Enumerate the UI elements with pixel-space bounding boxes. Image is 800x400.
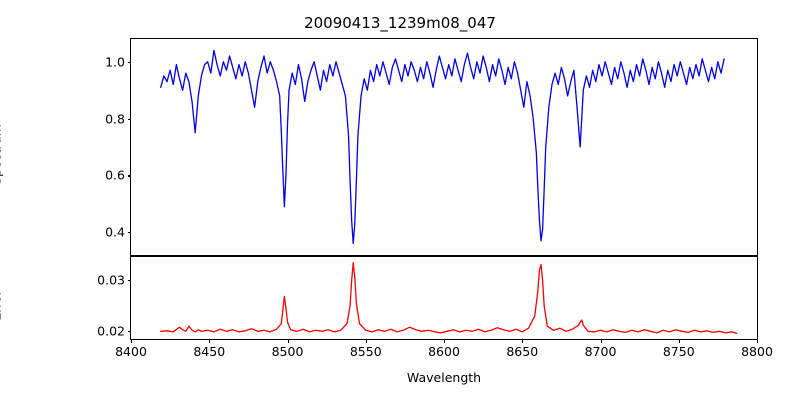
y-tick-mark [127,61,131,63]
x-tick-label: 8600 [428,344,460,359]
x-tick-mark [365,339,367,343]
x-tick-mark [522,339,524,343]
x-tick-label: 8750 [662,344,695,359]
spectrum-y-axis-label: Spectrum [0,124,4,185]
x-tick-label: 8500 [271,344,304,359]
x-tick-mark [131,339,133,343]
x-tick-label: 8550 [349,344,382,359]
y-tick-label: 0.8 [105,111,125,127]
x-axis-label: Wavelength [406,370,482,385]
x-tick-mark [287,339,289,343]
x-tick-label: 8650 [506,344,539,359]
y-tick-label: 0.02 [97,323,125,339]
y-tick-label: 0.03 [97,272,125,288]
y-tick-mark [127,331,131,333]
x-tick-mark [678,339,680,343]
x-tick-mark [444,339,446,343]
x-tick-mark [600,339,602,343]
spectrum-panel: 0.4 0.6 0.8 1.0 [105,38,759,259]
x-tick-mark [757,339,759,343]
x-tick-label: 8450 [193,344,226,359]
y-tick-label: 0.6 [105,167,125,183]
y-tick-mark [127,232,131,234]
x-tick-label: 8800 [741,344,773,359]
spectrum-line-plot [131,39,757,255]
y-tick-label: 1.0 [105,54,125,70]
error-panel: 0.02 0.03 8400 8450 8500 8550 8600 8650 8700 875… [97,256,773,359]
error-y-axis-label: Error [0,290,4,321]
x-tick-label: 8400 [115,344,147,359]
x-tick-mark [209,339,211,343]
error-line-plot [131,257,757,339]
y-tick-mark [127,175,131,177]
x-tick-label: 8700 [584,344,617,359]
y-tick-label: 0.4 [105,224,125,240]
figure-title: 20090413_1239m08_047 [304,14,496,32]
y-tick-mark [127,280,131,282]
y-tick-mark [127,118,131,120]
